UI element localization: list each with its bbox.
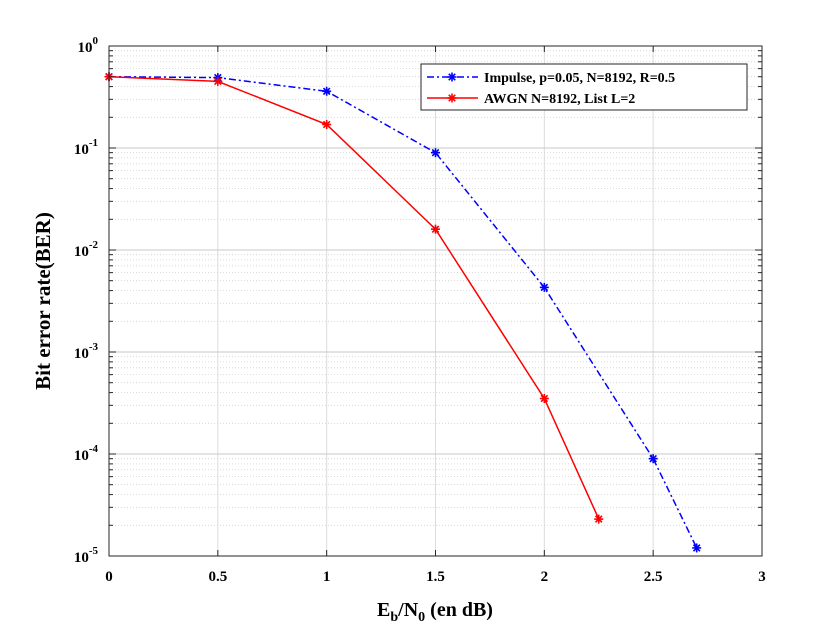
x-tick-label: 0 (105, 569, 113, 585)
y-tick-label: 10-1 (74, 137, 98, 158)
legend-box (420, 63, 748, 111)
y-tick-label: 10-5 (74, 545, 99, 566)
x-tick-label: 1 (323, 569, 331, 585)
y-tick-label: 10-3 (74, 341, 99, 362)
legend-label-1: AWGN N=8192, List L=2 (484, 92, 635, 107)
series-0-point (648, 454, 658, 464)
series-line-1 (108, 75, 600, 520)
x-tick-label: 2 (541, 569, 549, 585)
y-axis-title: Bit error rate(BER) (31, 212, 55, 390)
series-0-point (692, 543, 702, 553)
legend-items: Impulse, p=0.05, N=8192, R=0.5 AWGN N=819… (427, 71, 675, 107)
x-tick-label: 1.5 (426, 569, 445, 585)
x-axis-title: Eb/N0 (en dB) (377, 599, 493, 625)
y-tick-label: 10-4 (74, 443, 99, 464)
x-tick-label: 0.5 (208, 569, 227, 585)
y-tick-label: 100 (78, 35, 99, 56)
series-0-point (539, 282, 549, 292)
grid (109, 46, 762, 556)
series-1-point (431, 224, 440, 234)
series-1-point (539, 394, 549, 404)
y-tick-label: 10-2 (74, 239, 99, 260)
x-tick-label: 3 (758, 569, 766, 585)
x-tick-label: 2.5 (644, 569, 663, 585)
legend-marker-0 (447, 72, 457, 82)
series-1-point (322, 119, 332, 129)
legend: Impulse, p=0.05, N=8192, R=0.5 AWGN N=819… (420, 63, 748, 111)
ticks (108, 45, 763, 557)
legend-label-0: Impulse, p=0.05, N=8192, R=0.5 (484, 71, 675, 86)
series-1-point (213, 76, 223, 86)
series-0-point (322, 86, 332, 96)
series-0-point (431, 148, 440, 158)
tick-labels: 0 0.5 1 1.5 2 2.5 3 10-5 10-4 10-3 10-2 10-1 100 (74, 35, 766, 585)
series-1-point (594, 514, 604, 524)
legend-marker-1 (447, 93, 457, 103)
